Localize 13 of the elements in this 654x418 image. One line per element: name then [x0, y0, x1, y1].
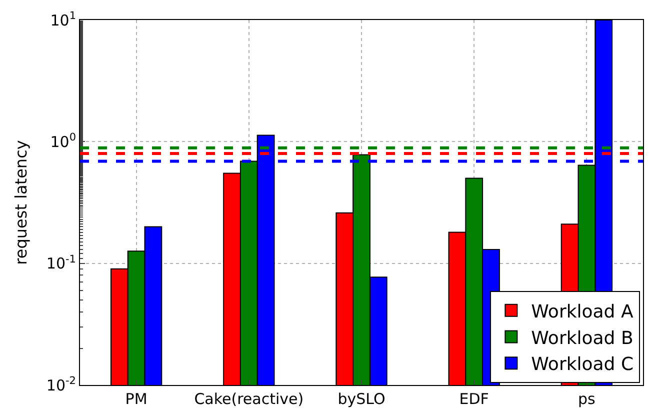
x-tick-label: PM [125, 390, 148, 408]
y-tick-label: 10$^{-2}$ [46, 374, 76, 394]
legend-label: Workload B [531, 328, 634, 349]
y-axis-title: request latency [11, 140, 30, 265]
y-tick-label: 10$^{1}$ [50, 10, 76, 30]
y-tick-label: 10$^{0}$ [50, 132, 76, 151]
x-tick-label: Cake(reactive) [194, 390, 304, 408]
x-tick-label: EDF [459, 390, 489, 408]
x-tick-label: ps [578, 390, 596, 408]
legend-label: Workload A [531, 301, 634, 322]
legend-label: Workload C [531, 354, 634, 376]
x-tick-label: bySLO [338, 390, 386, 408]
y-tick-label: 10$^{-1}$ [46, 253, 76, 273]
